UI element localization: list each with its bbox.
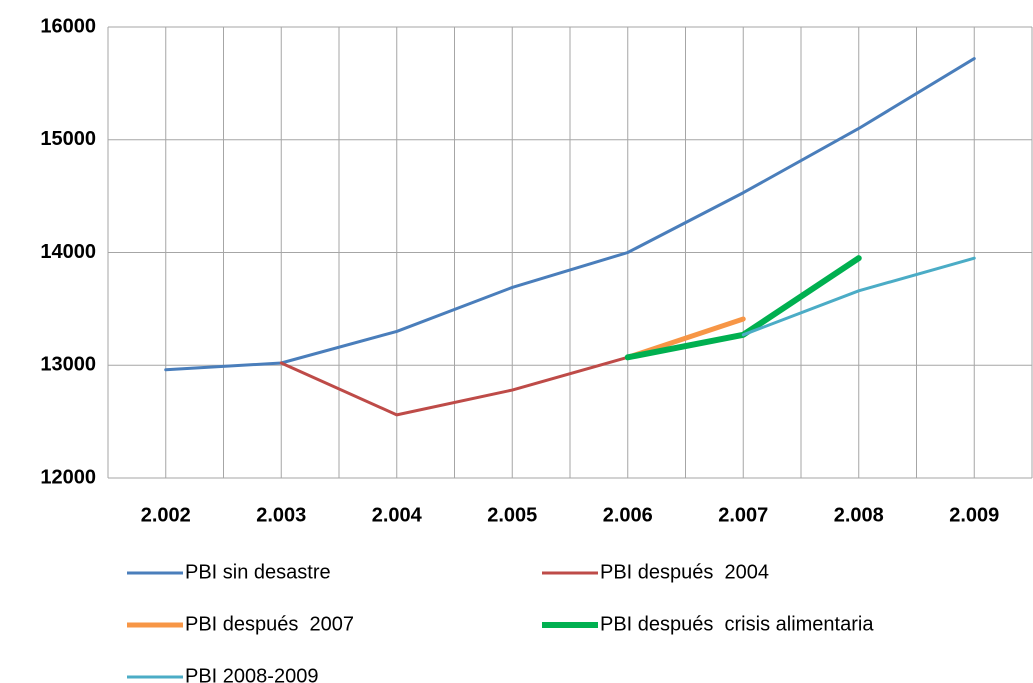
x-tick-label: 2.005 — [487, 504, 537, 526]
legend-label: PBI después 2007 — [185, 613, 354, 635]
legend-label: PBI después 2004 — [600, 561, 769, 583]
series-line — [164, 57, 976, 372]
y-tick-label: 15000 — [40, 128, 96, 150]
x-tick-label: 2.008 — [834, 504, 884, 526]
x-tick-label: 2.002 — [141, 504, 191, 526]
y-tick-label: 16000 — [40, 15, 96, 37]
legend-label: PBI 2008-2009 — [185, 665, 318, 683]
series-line — [279, 355, 630, 417]
x-tick-label: 2.006 — [603, 504, 653, 526]
x-tick-label: 2.003 — [256, 504, 306, 526]
x-tick-label: 2.007 — [718, 504, 768, 526]
y-tick-label: 12000 — [40, 466, 96, 488]
legend-label: PBI después crisis alimentaria — [600, 613, 874, 635]
series-line — [741, 256, 976, 337]
x-tick-label: 2.004 — [372, 504, 423, 526]
y-tick-label: 13000 — [40, 354, 96, 376]
legend-label: PBI sin desastre — [185, 561, 331, 583]
x-tick-label: 2.009 — [949, 504, 999, 526]
y-tick-label: 14000 — [40, 241, 96, 263]
